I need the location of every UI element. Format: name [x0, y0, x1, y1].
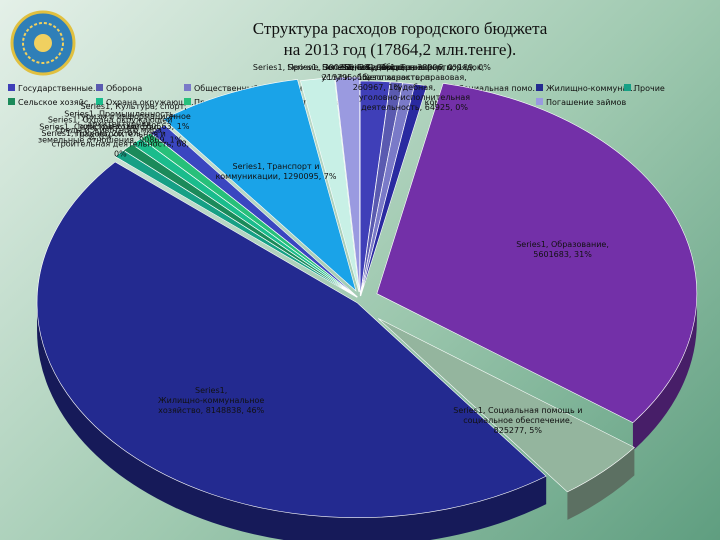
data-label-7: Series1, Прочие, 26, 0%	[41, 129, 140, 138]
data-labels: Series1, Государственные услуги общего ха…	[38, 63, 609, 435]
legend-marker-7	[624, 84, 631, 91]
data-label-1: Series1, Оборона, 38006, 0%	[341, 63, 461, 72]
data-label-4: Series1, Образование, 5601683, 31%	[516, 240, 609, 259]
slice-4	[376, 82, 698, 423]
legend-entry-2: Общественный по…	[194, 84, 279, 93]
data-label-13: Series1, Прочие, 300355, 2%	[253, 63, 372, 72]
data-label-12: Series1, Транспорт и коммуникации, 129009…	[215, 162, 336, 181]
slice-13	[300, 77, 360, 293]
chart-title-line-2: на 2013 год (17864,2 млн.тенге).	[283, 40, 517, 59]
legend-marker-8	[8, 98, 15, 105]
legend-entry-0: Государственные…	[18, 84, 101, 93]
legend-marker-10	[184, 98, 191, 105]
legend-entry-8: Сельское хозяйс…	[18, 98, 96, 107]
legend-marker-2	[184, 84, 191, 91]
slice-6	[36, 161, 547, 518]
chart-title-line-1: Структура расходов городского бюджета	[252, 19, 548, 38]
legend-marker-1	[96, 84, 103, 91]
slice-11	[150, 124, 358, 298]
data-label-6: Series1, Жилищно-коммунальное хозяйство, 8…	[158, 386, 265, 415]
legend-marker-0	[8, 84, 15, 91]
slice-5	[378, 318, 635, 493]
slice-side-6	[37, 302, 547, 540]
slice-side-4	[632, 293, 697, 451]
legend-entry-1: Оборона	[106, 84, 142, 93]
legend-entry-5: Социальная помо…	[458, 84, 540, 93]
legend-entry-6: Жилищно-коммуна…	[546, 84, 635, 93]
data-label-14: Series1, Погашение займов, 213795, 1%	[287, 63, 404, 82]
legend-entry-9: Охрана окружающ…	[106, 98, 194, 107]
legend-entry-14: Погашение займов	[546, 98, 626, 107]
slice-12	[162, 79, 357, 292]
data-label-0: Series1, Государственные услуги общего ха…	[321, 63, 432, 92]
data-label-10: Series1, Промышленность, архитектурная, гр…	[52, 109, 190, 158]
legend-marker-6	[536, 84, 543, 91]
data-label-8: Series1, Сельское хозяйство, 2, 0%	[39, 122, 161, 141]
pie-slices	[36, 76, 698, 540]
slice-side-5	[567, 447, 635, 520]
data-label-5: Series1, Социальная помощь и социальное о…	[453, 406, 582, 435]
city-emblem-icon	[10, 10, 76, 76]
data-label-11: Series1, Культура, спорт, туризм и информ…	[77, 102, 191, 131]
data-label-9: Series1, Охрана окружающей среды и животн…	[38, 116, 183, 145]
chart-title: Структура расходов городского бюджета на…	[150, 18, 650, 60]
legend-entry-7: Прочие	[634, 84, 665, 93]
legend-marker-14	[536, 98, 543, 105]
data-label-3: Series1, Трансферты, 189, 0%	[366, 63, 492, 72]
slice-3	[360, 83, 428, 297]
slice-14	[334, 76, 360, 293]
legend-marker-9	[96, 98, 103, 105]
data-label-2: Series1, Общественный порядок, безопаснос…	[345, 63, 485, 112]
